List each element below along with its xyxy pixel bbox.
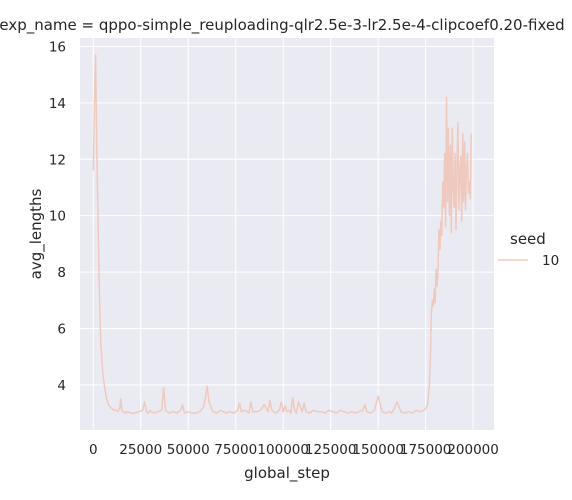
x-tick-label: 100000 (257, 442, 309, 458)
y-tick-label: 12 (49, 152, 66, 168)
y-tick-label: 16 (49, 39, 66, 55)
x-tick-label: 75000 (214, 442, 257, 458)
y-tick-labels: 4 6 8 10 12 14 16 (49, 39, 66, 393)
x-axis-label: global_step (244, 464, 330, 483)
chart-title: exp_name = qppo-simple_reuploading-qlr2.… (0, 16, 565, 35)
legend-entry-label: 10 (542, 253, 559, 269)
x-tick-label: 200000 (447, 442, 499, 458)
x-tick-label: 125000 (305, 442, 357, 458)
plot-area (80, 38, 494, 430)
y-tick-label: 8 (57, 265, 66, 281)
x-tick-label: 0 (89, 442, 98, 458)
y-tick-label: 4 (57, 378, 66, 394)
y-tick-label: 14 (49, 96, 66, 112)
grid-lines (80, 38, 494, 430)
legend: seed 10 (498, 230, 559, 269)
x-tick-label: 175000 (400, 442, 452, 458)
x-tick-labels: 0 25000 50000 75000 100000125000150000175000… (89, 442, 499, 458)
legend-title: seed (510, 230, 546, 248)
x-tick-label: 150000 (352, 442, 404, 458)
x-tick-label: 50000 (167, 442, 210, 458)
y-axis-label: avg_lengths (27, 188, 46, 279)
y-tick-label: 6 (57, 321, 66, 337)
x-tick-label: 25000 (119, 442, 162, 458)
series-line-seed-10 (92, 54, 472, 414)
y-tick-label: 10 (49, 209, 66, 225)
